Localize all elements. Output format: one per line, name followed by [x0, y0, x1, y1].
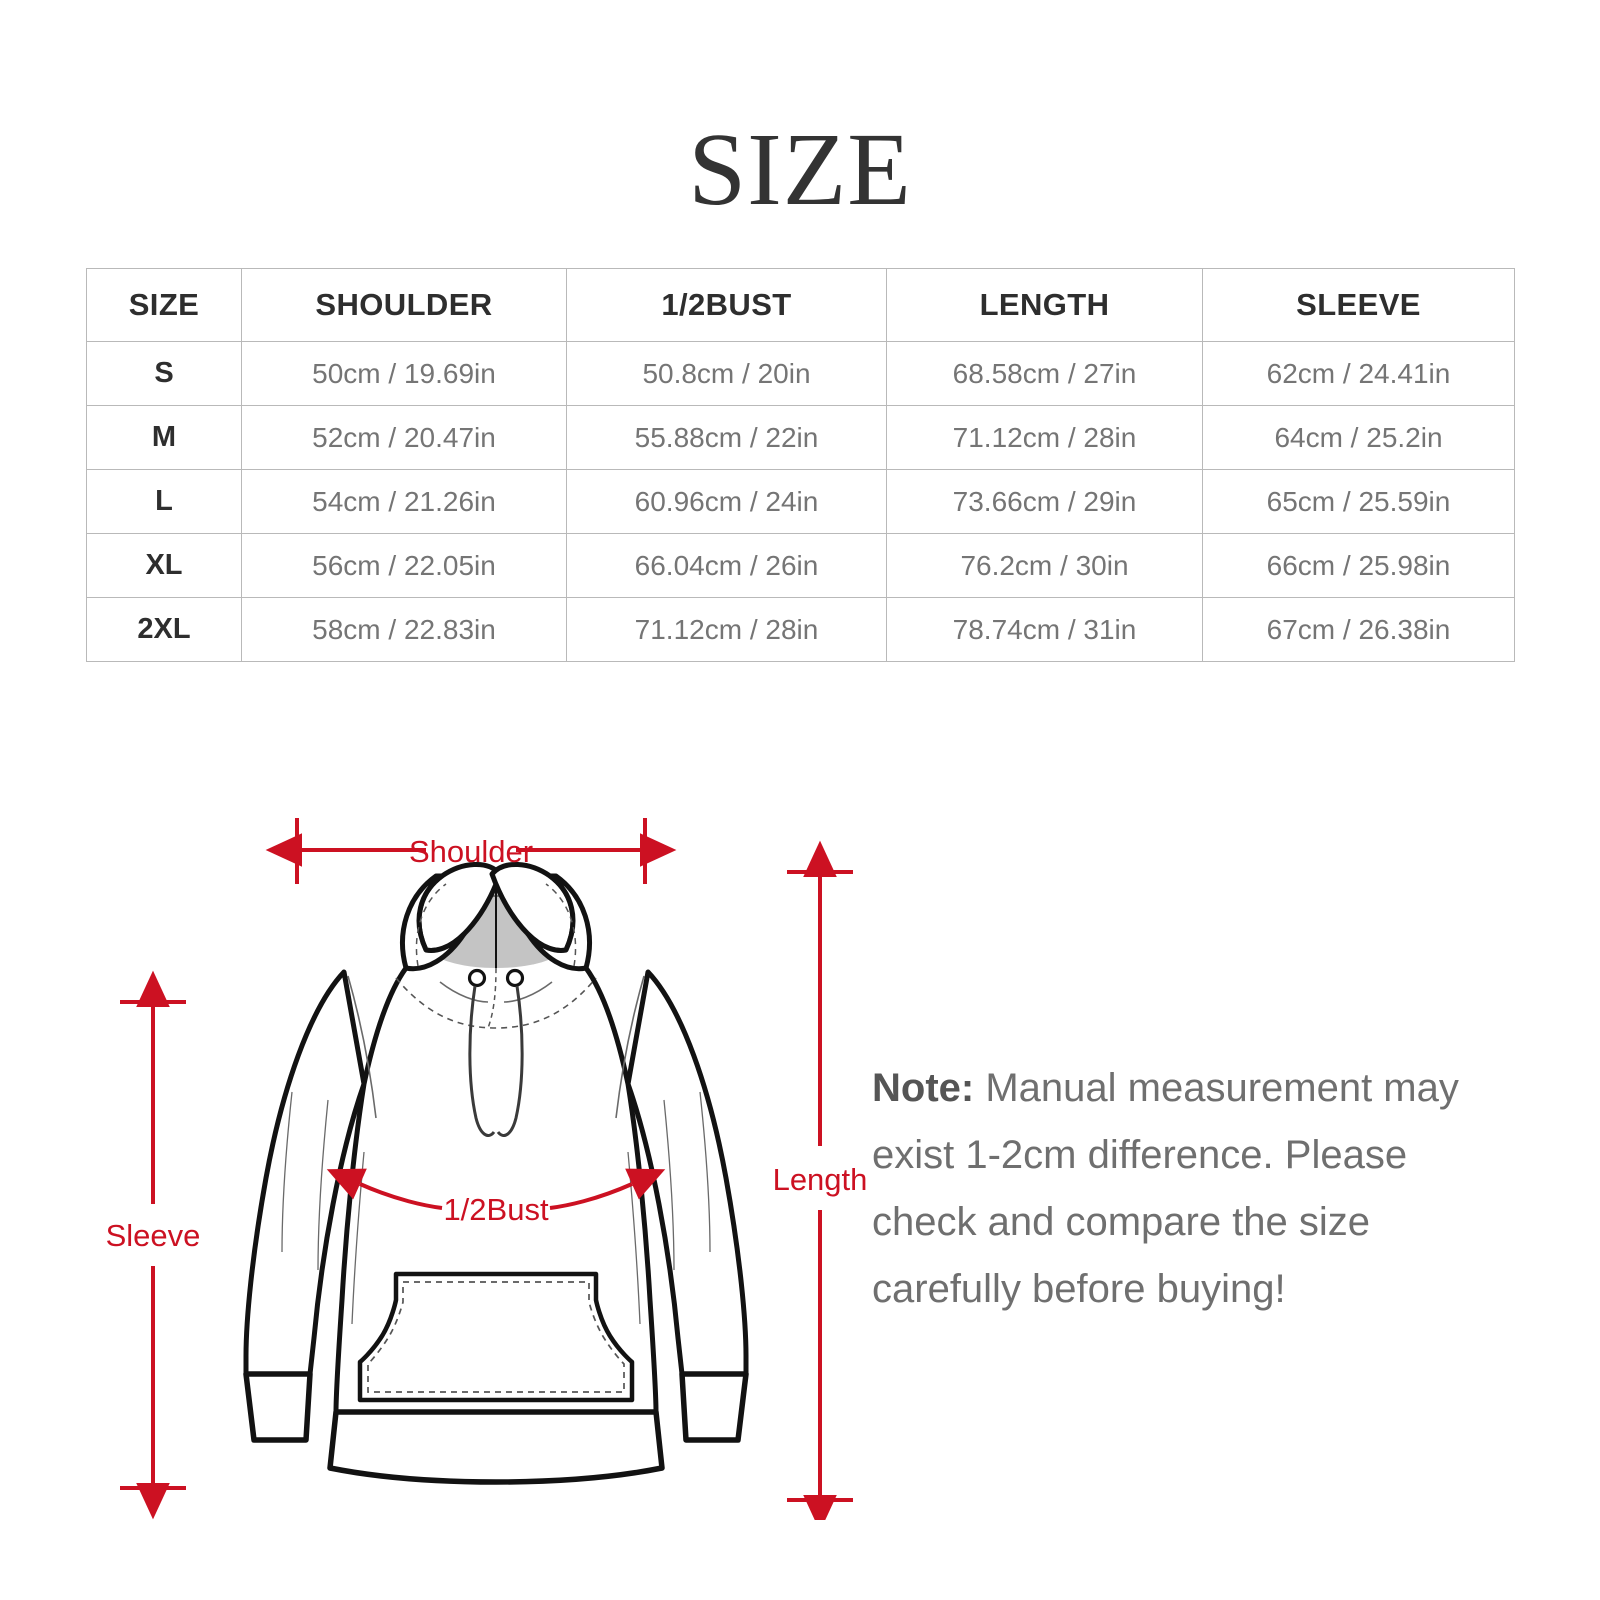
column-header-shoulder: SHOULDER [241, 268, 567, 342]
cell-length: 71.12cm / 28in [886, 405, 1203, 470]
table-row: L 54cm / 21.26in 60.96cm / 24in 73.66cm … [86, 469, 1515, 534]
table-row: 2XL 58cm / 22.83in 71.12cm / 28in 78.74c… [86, 597, 1515, 662]
note-text: Manual measurement may exist 1-2cm diffe… [872, 1066, 1459, 1311]
measurement-shoulder: Shoulder [265, 818, 677, 884]
cell-shoulder: 58cm / 22.83in [241, 597, 567, 662]
cell-shoulder: 56cm / 22.05in [241, 533, 567, 598]
cell-bust: 71.12cm / 28in [566, 597, 887, 662]
cell-sleeve: 67cm / 26.38in [1202, 597, 1515, 662]
measurement-sleeve: Sleeve [106, 970, 201, 1520]
cell-shoulder: 50cm / 19.69in [241, 341, 567, 406]
cell-shoulder: 52cm / 20.47in [241, 405, 567, 470]
cell-sleeve: 66cm / 25.98in [1202, 533, 1515, 598]
cell-size: S [86, 341, 242, 406]
label-bust: 1/2Bust [443, 1192, 549, 1227]
cell-shoulder: 54cm / 21.26in [241, 469, 567, 534]
cell-bust: 66.04cm / 26in [566, 533, 887, 598]
table-row: S 50cm / 19.69in 50.8cm / 20in 68.58cm /… [86, 341, 1515, 406]
hoodie-illustration [243, 861, 749, 1485]
column-header-bust: 1/2BUST [566, 268, 887, 342]
cell-size: L [86, 469, 242, 534]
cell-size: M [86, 405, 242, 470]
cell-size: XL [86, 533, 242, 598]
hoodie-measurement-diagram: Shoulder 1/2Bust Sleeve Length [96, 800, 896, 1520]
column-header-size: SIZE [86, 268, 242, 342]
column-header-length: LENGTH [886, 268, 1203, 342]
label-length: Length [773, 1162, 868, 1197]
column-header-sleeve: SLEEVE [1202, 268, 1515, 342]
measurement-note: Note: Manual measurement may exist 1-2cm… [872, 1055, 1492, 1323]
size-table-container: SIZE SHOULDER 1/2BUST LENGTH SLEEVE S 50… [86, 268, 1515, 662]
measurement-length: Length [773, 840, 868, 1520]
table-header-row: SIZE SHOULDER 1/2BUST LENGTH SLEEVE [86, 268, 1515, 342]
note-label: Note: [872, 1066, 975, 1110]
table-row: M 52cm / 20.47in 55.88cm / 22in 71.12cm … [86, 405, 1515, 470]
cell-length: 73.66cm / 29in [886, 469, 1203, 534]
label-sleeve: Sleeve [106, 1218, 201, 1253]
cell-sleeve: 65cm / 25.59in [1202, 469, 1515, 534]
cell-length: 78.74cm / 31in [886, 597, 1203, 662]
cell-length: 68.58cm / 27in [886, 341, 1203, 406]
cell-size: 2XL [86, 597, 242, 662]
size-chart-table: SIZE SHOULDER 1/2BUST LENGTH SLEEVE S 50… [86, 268, 1515, 662]
cell-sleeve: 62cm / 24.41in [1202, 341, 1515, 406]
cell-sleeve: 64cm / 25.2in [1202, 405, 1515, 470]
cell-bust: 60.96cm / 24in [566, 469, 887, 534]
label-shoulder: Shoulder [409, 834, 533, 869]
page-title: SIZE [688, 112, 912, 227]
table-row: XL 56cm / 22.05in 66.04cm / 26in 76.2cm … [86, 533, 1515, 598]
cell-bust: 50.8cm / 20in [566, 341, 887, 406]
measurement-bust: 1/2Bust [326, 1168, 666, 1227]
cell-length: 76.2cm / 30in [886, 533, 1203, 598]
cell-bust: 55.88cm / 22in [566, 405, 887, 470]
